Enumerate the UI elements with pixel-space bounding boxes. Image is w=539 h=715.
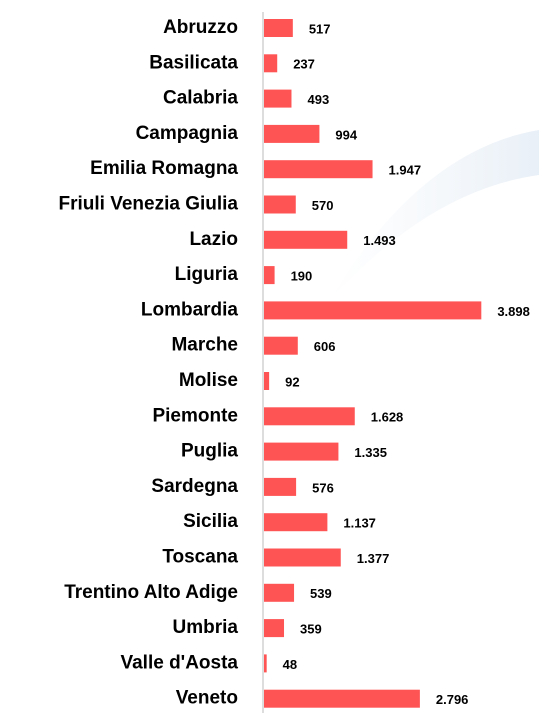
bar bbox=[264, 336, 298, 355]
category-label: Trentino Alto Adige bbox=[64, 582, 238, 603]
value-label: 92 bbox=[285, 374, 299, 389]
value-label: 576 bbox=[312, 480, 334, 495]
bar bbox=[264, 654, 267, 673]
category-label: Liguria bbox=[175, 264, 239, 285]
bar bbox=[264, 195, 296, 214]
category-label: Calabria bbox=[163, 88, 238, 109]
category-label: Veneto bbox=[176, 688, 238, 709]
bar bbox=[264, 19, 293, 37]
value-label: 493 bbox=[307, 92, 329, 107]
bar bbox=[264, 583, 295, 602]
value-label: 1.628 bbox=[371, 410, 404, 425]
category-label: Sardegna bbox=[151, 476, 238, 497]
category-label: Abruzzo bbox=[163, 17, 238, 38]
bar bbox=[264, 230, 348, 249]
category-label: Emilia Romagna bbox=[90, 158, 238, 179]
category-label: Toscana bbox=[162, 547, 238, 568]
bar bbox=[264, 372, 270, 390]
value-label: 2.796 bbox=[436, 692, 469, 707]
bar bbox=[264, 513, 328, 532]
category-label: Umbria bbox=[173, 617, 239, 638]
value-label: 606 bbox=[314, 339, 336, 354]
value-label: 359 bbox=[300, 622, 322, 637]
value-label: 994 bbox=[335, 127, 357, 142]
value-label: 570 bbox=[312, 198, 334, 213]
category-label: Puglia bbox=[181, 441, 238, 462]
background-swoosh bbox=[330, 130, 539, 300]
category-label: Lombardia bbox=[141, 299, 239, 320]
value-label: 48 bbox=[283, 657, 297, 672]
category-label: Molise bbox=[179, 370, 238, 391]
bar bbox=[264, 301, 482, 320]
value-label: 539 bbox=[310, 586, 332, 601]
bar bbox=[264, 548, 341, 567]
bar bbox=[264, 442, 339, 461]
value-label: 1.493 bbox=[363, 233, 396, 248]
value-label: 1.377 bbox=[357, 551, 390, 566]
bar bbox=[264, 266, 275, 285]
category-label: Sicilia bbox=[183, 511, 238, 532]
category-label: Marche bbox=[171, 335, 238, 356]
category-label: Campagnia bbox=[136, 123, 239, 144]
bar bbox=[264, 407, 355, 426]
bar bbox=[264, 619, 285, 638]
bar bbox=[264, 689, 420, 708]
bar bbox=[264, 54, 278, 73]
value-label: 1.335 bbox=[354, 445, 387, 460]
bar bbox=[264, 124, 320, 143]
category-label: Lazio bbox=[189, 229, 238, 250]
value-label: 517 bbox=[309, 21, 331, 36]
value-label: 190 bbox=[291, 269, 313, 284]
value-label: 1.137 bbox=[343, 516, 376, 531]
category-label: Basilicata bbox=[149, 52, 238, 73]
bar bbox=[264, 89, 292, 108]
value-label: 1.947 bbox=[389, 163, 422, 178]
value-label: 237 bbox=[293, 57, 315, 72]
category-label: Piemonte bbox=[152, 405, 238, 426]
bar bbox=[264, 477, 297, 496]
category-label: Friuli Venezia Giulia bbox=[59, 194, 239, 215]
bar bbox=[264, 160, 373, 179]
category-label: Valle d'Aosta bbox=[120, 652, 238, 673]
value-label: 3.898 bbox=[497, 304, 530, 319]
